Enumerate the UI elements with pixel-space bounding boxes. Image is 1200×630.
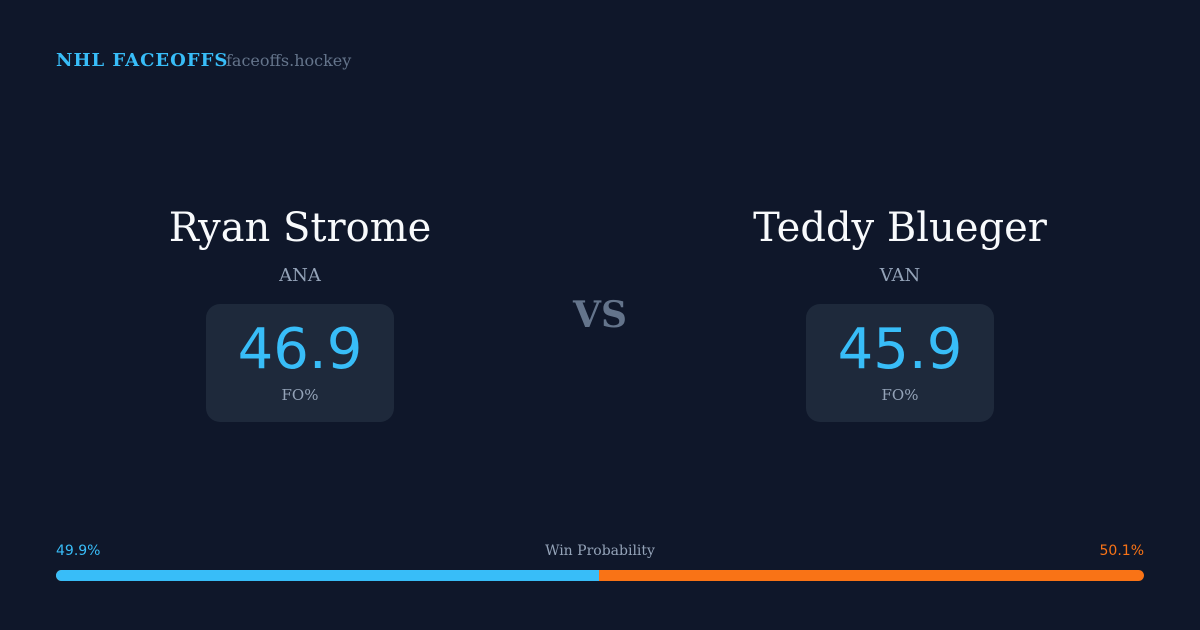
fo-label: FO% [281, 386, 319, 404]
brand-title: NHL FACEOFFS [56, 50, 229, 71]
player-name: Ryan Strome [168, 205, 432, 251]
player-team: ANA [279, 265, 321, 286]
site-url: faceoffs.hockey [226, 51, 352, 70]
fo-value: 45.9 [837, 317, 963, 382]
win-prob-left: 49.9% [56, 543, 101, 559]
win-prob-right: 50.1% [1099, 543, 1144, 559]
player-team: VAN [879, 265, 921, 286]
win-prob-fill [56, 570, 599, 581]
player-name: Teddy Blueger [753, 205, 1047, 251]
win-prob-label: Win Probability [545, 543, 655, 559]
fo-label: FO% [881, 386, 919, 404]
vs-label: VS [573, 294, 627, 336]
player-left: Ryan Strome ANA 46.9 FO% [100, 205, 500, 422]
fo-value: 46.9 [237, 317, 363, 382]
fo-card: 45.9 FO% [805, 304, 995, 422]
player-right: Teddy Blueger VAN 45.9 FO% [700, 205, 1100, 422]
fo-card: 46.9 FO% [205, 304, 395, 422]
win-prob-bar [56, 570, 1144, 581]
